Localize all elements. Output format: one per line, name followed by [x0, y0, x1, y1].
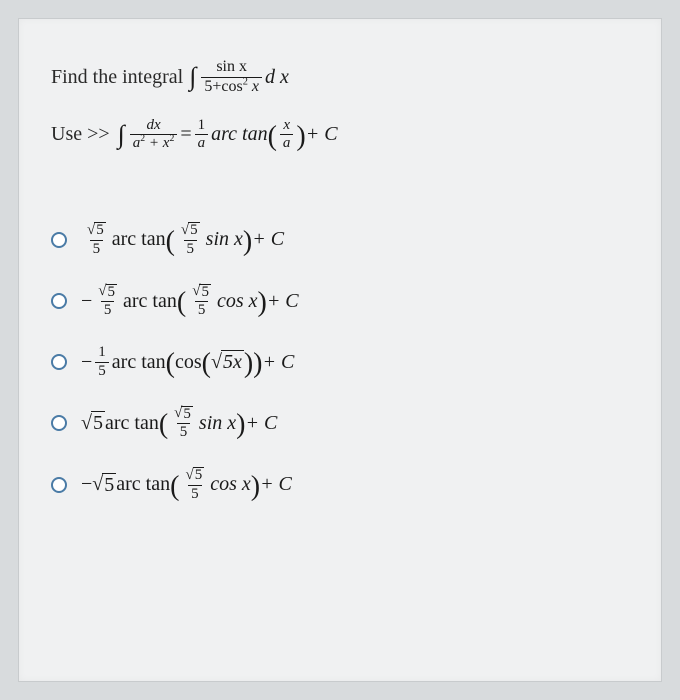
options-group: 5 5 arc tan ( 5 5 sin x ) + C − 5 — [51, 222, 629, 503]
hint-rhs-arg: x a — [280, 118, 294, 153]
prompt: Find the integral ∫ sin x 5+cos2 x d x — [51, 59, 629, 96]
option-4-math: 5 arc tan ( 5 5 sin x ) + C — [81, 406, 277, 442]
radio-icon[interactable] — [51, 477, 67, 493]
option-1-math: 5 5 arc tan ( 5 5 sin x ) + C — [81, 222, 284, 258]
question-card: Find the integral ∫ sin x 5+cos2 x d x U… — [18, 18, 662, 682]
hint-rhs-coeff: 1 a — [195, 118, 209, 153]
dx: d x — [265, 66, 289, 89]
option-5[interactable]: − 5 arc tan ( 5 5 cos x ) + C — [51, 467, 629, 503]
option-2[interactable]: − 5 5 arc tan ( 5 5 cos x ) + C — [51, 284, 629, 320]
option-3[interactable]: − 1 5 arc tan ( cos ( 5x ) ) + C — [51, 345, 629, 380]
option-1[interactable]: 5 5 arc tan ( 5 5 sin x ) + C — [51, 222, 629, 258]
integral-expression: ∫ sin x 5+cos2 x d x — [189, 59, 289, 96]
radio-icon[interactable] — [51, 415, 67, 431]
integral-sign: ∫ — [189, 62, 196, 92]
hint-prefix: Use >> — [51, 123, 110, 146]
radio-icon[interactable] — [51, 293, 67, 309]
hint: Use >> ∫ dx a2 + x2 = 1 a arc tan ( x a … — [51, 118, 629, 153]
integrand-den: 5+cos2 x — [201, 77, 262, 96]
radio-icon[interactable] — [51, 232, 67, 248]
option-3-math: − 1 5 arc tan ( cos ( 5x ) ) + C — [81, 345, 294, 380]
hint-expression: ∫ dx a2 + x2 = 1 a arc tan ( x a ) + C — [118, 118, 338, 153]
integral-sign: ∫ — [118, 120, 125, 150]
integrand-num: sin x — [213, 59, 250, 77]
equals: = — [180, 123, 191, 146]
arctan: arc tan — [211, 123, 267, 146]
integrand-frac: sin x 5+cos2 x — [201, 59, 262, 96]
hint-lhs-frac: dx a2 + x2 — [130, 118, 178, 153]
radio-icon[interactable] — [51, 354, 67, 370]
prompt-text: Find the integral — [51, 66, 183, 89]
option-5-math: − 5 arc tan ( 5 5 cos x ) + C — [81, 467, 292, 503]
option-2-math: − 5 5 arc tan ( 5 5 cos x ) + C — [81, 284, 299, 320]
option-4[interactable]: 5 arc tan ( 5 5 sin x ) + C — [51, 406, 629, 442]
